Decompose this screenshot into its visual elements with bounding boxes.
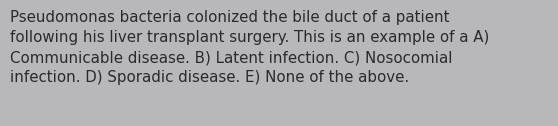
Text: Pseudomonas bacteria colonized the bile duct of a patient
following his liver tr: Pseudomonas bacteria colonized the bile …: [10, 10, 489, 85]
